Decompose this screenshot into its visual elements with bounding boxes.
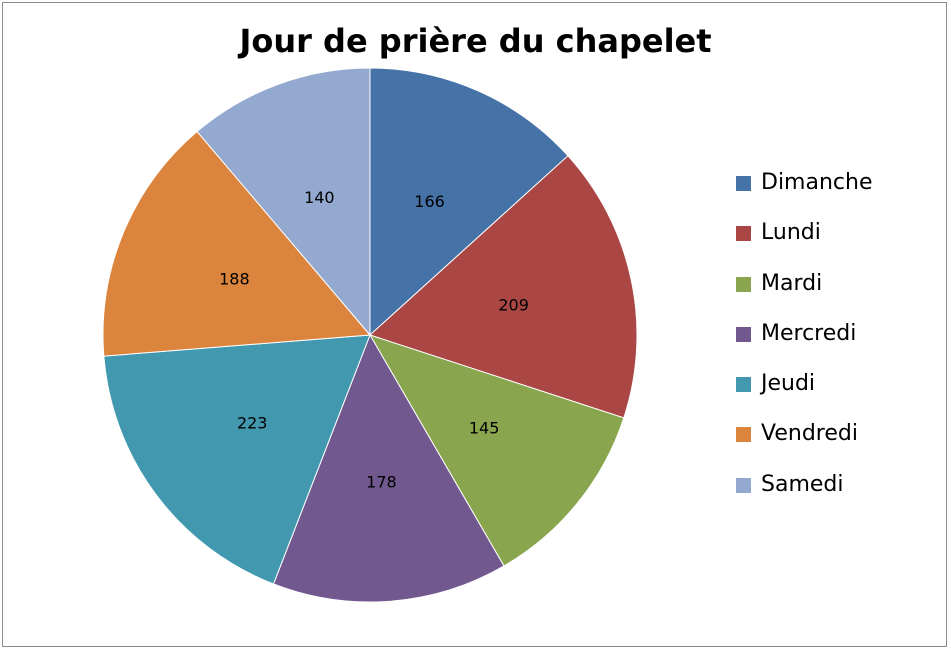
legend-swatch bbox=[736, 326, 751, 342]
legend-label: Mercredi bbox=[761, 320, 857, 346]
data-label-jeudi: 223 bbox=[237, 414, 268, 433]
legend-label: Samedi bbox=[761, 471, 844, 497]
legend-swatch bbox=[736, 176, 751, 191]
chart-title: Jour de prière du chapelet bbox=[239, 22, 712, 60]
data-label-lundi: 209 bbox=[498, 295, 529, 314]
pie-slice-lundi bbox=[369, 155, 638, 419]
legend-item-jeudi: Jeudi bbox=[736, 369, 941, 419]
data-label-mercredi: 178 bbox=[366, 472, 397, 491]
legend-swatch bbox=[736, 276, 751, 292]
legend-swatch bbox=[736, 427, 751, 443]
legend: Dimanche Lundi Mardi Mercredi Jeudi Vendredi S… bbox=[736, 168, 941, 520]
legend-label: Vendredi bbox=[761, 421, 858, 447]
legend-label: Jeudi bbox=[761, 371, 816, 397]
pie-slice-dimanche bbox=[369, 67, 569, 337]
legend-item-dimanche: Dimanche bbox=[736, 168, 941, 218]
legend-item-mercredi: Mercredi bbox=[736, 319, 941, 369]
legend-swatch bbox=[736, 377, 751, 393]
legend-item-lundi: Lundi bbox=[736, 218, 941, 268]
legend-label: Lundi bbox=[761, 220, 821, 246]
pie-slice-mercredi bbox=[272, 333, 505, 603]
legend-label: Dimanche bbox=[761, 170, 873, 195]
data-label-samedi: 140 bbox=[304, 188, 335, 207]
data-label-vendredi: 188 bbox=[219, 270, 250, 289]
data-label-dimanche: 166 bbox=[414, 192, 445, 211]
pie-slice-mardi bbox=[368, 334, 625, 567]
pie-slice-vendredi bbox=[102, 130, 372, 357]
legend-swatch bbox=[736, 226, 751, 242]
legend-item-samedi: Samedi bbox=[736, 470, 941, 520]
legend-item-vendredi: Vendredi bbox=[736, 419, 941, 469]
pie-slice-jeudi bbox=[103, 334, 371, 585]
legend-swatch bbox=[736, 477, 751, 493]
legend-label: Mardi bbox=[761, 270, 823, 296]
pie-slice-samedi bbox=[196, 67, 371, 337]
data-label-mardi: 145 bbox=[469, 418, 500, 437]
legend-item-mardi: Mardi bbox=[736, 269, 941, 319]
